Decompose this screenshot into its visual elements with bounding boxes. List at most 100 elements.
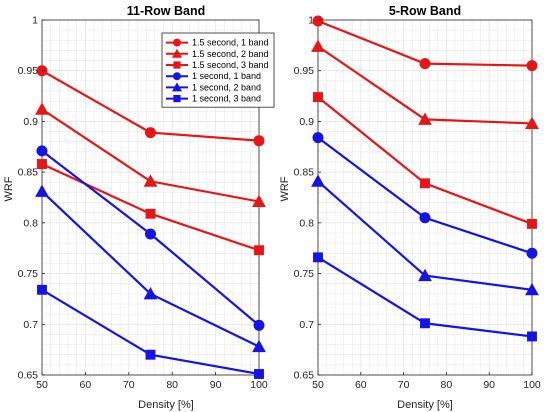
y-axis-label: WRF bbox=[279, 176, 291, 201]
chart-title: 5-Row Band bbox=[389, 4, 461, 18]
data-point bbox=[312, 15, 324, 27]
series-blue-triangle bbox=[35, 184, 266, 353]
data-point bbox=[312, 132, 324, 144]
y-axis-label: WRF bbox=[3, 176, 15, 201]
data-point bbox=[526, 60, 538, 72]
y-tick-label: 0.65 bbox=[294, 370, 315, 382]
data-point bbox=[37, 159, 47, 169]
x-tick-label: 60 bbox=[355, 379, 367, 391]
legend-marker bbox=[173, 61, 181, 69]
data-point bbox=[525, 282, 539, 296]
data-point bbox=[419, 212, 431, 224]
data-point bbox=[145, 228, 156, 240]
y-tick-label: 0.8 bbox=[299, 217, 314, 229]
data-point bbox=[526, 247, 538, 259]
x-tick-label: 60 bbox=[80, 379, 92, 391]
legend-label: 1 second, 3 band bbox=[192, 94, 261, 104]
data-point bbox=[313, 252, 323, 263]
legend-marker bbox=[172, 82, 182, 92]
data-point bbox=[253, 319, 265, 331]
y-tick-label: 0.95 bbox=[294, 65, 315, 77]
data-point bbox=[37, 284, 47, 295]
data-point bbox=[252, 339, 266, 353]
legend-marker bbox=[173, 95, 181, 103]
x-tick-label: 70 bbox=[123, 379, 135, 391]
legend-item: 1 second, 2 band bbox=[166, 82, 261, 92]
tick-labels: 50 60 70 80 90 100 0.65 0.7 0.75 0.8 0.85 0.9 0.95 1 bbox=[18, 15, 268, 392]
legend-box bbox=[161, 32, 275, 108]
series-blue-circle bbox=[36, 145, 265, 331]
data-point bbox=[145, 127, 156, 139]
tick-labels: 50 60 70 80 90 100 0.65 0.7 0.75 0.8 0.85 0.9 0.95 1 bbox=[294, 15, 541, 392]
y-tick-label: 1 bbox=[32, 15, 38, 27]
x-tick-label: 50 bbox=[36, 379, 48, 391]
data-point bbox=[419, 58, 431, 70]
chart-panel-5-row-band: 5-Row Band 50 60 70 80 90 100 0.65 0.7 0.75 0.8 0.… bbox=[279, 4, 541, 411]
data-point bbox=[145, 349, 156, 360]
data-point bbox=[35, 102, 49, 115]
data-point bbox=[311, 174, 325, 187]
data-point bbox=[418, 268, 432, 282]
legend-label: 1 second, 2 band bbox=[192, 82, 261, 92]
y-tick-label: 1 bbox=[308, 15, 314, 27]
data-point bbox=[420, 178, 430, 189]
y-tick-label: 0.65 bbox=[18, 370, 39, 382]
data-point bbox=[527, 331, 537, 342]
series-line bbox=[317, 136, 533, 255]
series-red-triangle bbox=[35, 102, 266, 208]
legend-label: 1 second, 1 band bbox=[192, 71, 261, 81]
legend-item: 1 second, 1 band bbox=[166, 71, 261, 81]
legend-item: 1 second, 3 band bbox=[166, 94, 261, 104]
legend-item: 1.5 second, 2 band bbox=[166, 48, 269, 59]
y-tick-label: 0.8 bbox=[23, 217, 38, 229]
series-blue-triangle bbox=[311, 174, 539, 296]
legend-item: 1.5 second, 1 band bbox=[166, 38, 269, 48]
data-point bbox=[145, 208, 156, 219]
series-blue-square bbox=[313, 252, 537, 342]
data-point bbox=[143, 174, 158, 187]
data-point bbox=[253, 135, 265, 147]
y-tick-label: 0.75 bbox=[18, 268, 39, 280]
y-tick-label: 0.7 bbox=[23, 319, 38, 331]
data-point bbox=[252, 194, 266, 208]
legend-item: 1.5 second, 3 band bbox=[166, 60, 269, 70]
chart-panel-11-row-band: 11-Row Band 50 60 70 80 90 100 0.65 0.7 0.75 0.8 0… bbox=[3, 4, 275, 411]
plot-area bbox=[317, 19, 533, 376]
x-tick-label: 100 bbox=[250, 379, 268, 391]
x-tick-label: 90 bbox=[210, 379, 222, 391]
data-point bbox=[525, 116, 539, 129]
x-tick-label: 90 bbox=[483, 379, 495, 391]
data-point bbox=[527, 218, 537, 229]
x-tick-label: 50 bbox=[312, 379, 324, 391]
series-red-square bbox=[37, 159, 264, 256]
data-point bbox=[311, 39, 325, 52]
series-layer bbox=[35, 65, 266, 379]
data-point bbox=[35, 184, 49, 197]
series-red-square bbox=[313, 92, 537, 229]
data-point bbox=[420, 318, 430, 329]
data-point bbox=[313, 92, 323, 103]
x-axis-label: Density [%] bbox=[397, 399, 453, 411]
series-blue-circle bbox=[312, 132, 538, 259]
legend-marker bbox=[172, 48, 182, 58]
x-tick-label: 70 bbox=[398, 379, 410, 391]
series-red-triangle bbox=[311, 39, 539, 129]
series-red-circle bbox=[312, 15, 538, 72]
legend-marker bbox=[173, 72, 181, 81]
y-tick-label: 0.95 bbox=[18, 65, 39, 77]
y-tick-label: 0.9 bbox=[23, 116, 38, 128]
legend-label: 1.5 second, 1 band bbox=[192, 38, 269, 48]
series-line bbox=[317, 45, 533, 125]
x-axis-label: Density [%] bbox=[138, 399, 194, 411]
y-tick-label: 0.85 bbox=[294, 167, 315, 179]
y-tick-label: 0.7 bbox=[299, 319, 314, 331]
grid-lines bbox=[41, 19, 260, 376]
y-tick-label: 0.75 bbox=[294, 268, 315, 280]
data-point bbox=[418, 112, 432, 125]
legend-label: 1.5 second, 2 band bbox=[192, 49, 269, 59]
data-point bbox=[143, 286, 158, 300]
y-tick-label: 0.9 bbox=[299, 116, 314, 128]
x-tick-label: 80 bbox=[441, 379, 453, 391]
